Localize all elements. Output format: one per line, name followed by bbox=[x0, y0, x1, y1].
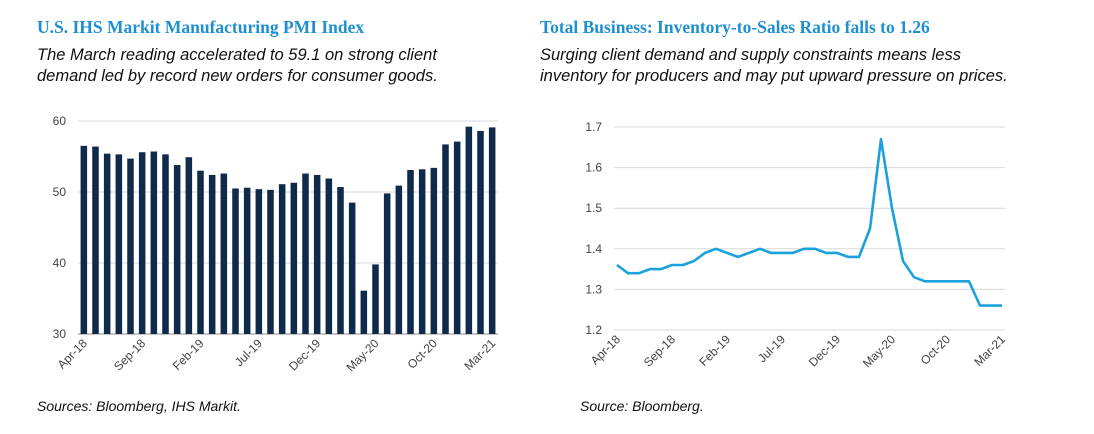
inventory-sales-chart-subtitle: Surging client demand and supply constra… bbox=[540, 45, 1008, 87]
pmi-chart-panel: U.S. IHS Markit Manufacturing PMI Index … bbox=[0, 0, 540, 434]
pmi-bar bbox=[92, 146, 99, 334]
pmi-bar bbox=[197, 170, 204, 334]
pmi-bar bbox=[220, 173, 228, 334]
pmi-bar bbox=[302, 173, 309, 334]
pmi-chart-source: Sources: Bloomberg, IHS Markit. bbox=[37, 398, 241, 414]
pmi-bar bbox=[290, 182, 298, 334]
x-tick-label: Jul-19 bbox=[755, 332, 788, 365]
y-tick-label: 50 bbox=[53, 185, 67, 199]
pmi-bar bbox=[150, 151, 158, 334]
pmi-bar bbox=[325, 178, 333, 334]
y-tick-label: 1.3 bbox=[585, 282, 602, 296]
x-tick-label: Feb-19 bbox=[696, 332, 733, 369]
y-tick-label: 1.7 bbox=[585, 120, 602, 134]
pmi-bar bbox=[407, 169, 414, 334]
inventory-subtitle-line-2: inventory for producers and may put upwa… bbox=[540, 67, 1008, 85]
pmi-bar bbox=[103, 153, 111, 334]
pmi-bar bbox=[442, 144, 449, 334]
x-tick-label: Apr-18 bbox=[55, 336, 91, 372]
pmi-bar bbox=[488, 127, 496, 334]
x-tick-label: Mar-21 bbox=[971, 332, 1008, 369]
x-tick-label: Mar-21 bbox=[462, 336, 499, 373]
pmi-bar bbox=[453, 141, 461, 334]
pmi-bar bbox=[383, 193, 391, 334]
pmi-subtitle-line-2: demand led by record new orders for cons… bbox=[37, 67, 438, 85]
pmi-chart-subtitle: The March reading accelerated to 59.1 on… bbox=[37, 45, 438, 87]
pmi-bar bbox=[430, 167, 438, 334]
pmi-bar bbox=[243, 187, 251, 334]
x-tick-label: Sep-18 bbox=[111, 336, 148, 373]
pmi-chart-title: U.S. IHS Markit Manufacturing PMI Index bbox=[37, 17, 365, 37]
y-tick-label: 1.5 bbox=[585, 201, 602, 215]
y-tick-label: 1.4 bbox=[585, 242, 602, 256]
pmi-bar bbox=[477, 130, 484, 334]
pmi-bar bbox=[360, 290, 368, 334]
pmi-bar bbox=[348, 202, 356, 334]
inventory-sales-line-chart: 1.2 1.3 1.4 1.5 1.6 1.7 Apr-18 Sep-18 Feb-19 Jul-… bbox=[585, 120, 1008, 370]
pmi-bar bbox=[337, 187, 344, 334]
pmi-bar bbox=[418, 169, 426, 334]
x-tick-label: May-20 bbox=[860, 332, 898, 370]
pmi-bar bbox=[80, 145, 88, 334]
pmi-bar bbox=[465, 126, 473, 335]
x-tick-label: Oct-20 bbox=[918, 332, 954, 368]
pmi-bar bbox=[127, 158, 134, 334]
y-tick-label: 30 bbox=[53, 327, 67, 341]
pmi-bar bbox=[372, 264, 379, 334]
inventory-sales-ratio-line bbox=[616, 137, 1002, 307]
pmi-subtitle-line-1: The March reading accelerated to 59.1 on… bbox=[37, 46, 437, 64]
y-tick-label: 60 bbox=[53, 114, 67, 128]
inventory-sales-chart-source: Source: Bloomberg. bbox=[580, 398, 704, 414]
x-tick-label: Feb-19 bbox=[170, 336, 207, 373]
pmi-bar bbox=[395, 185, 403, 334]
y-tick-label: 1.2 bbox=[585, 323, 602, 337]
pmi-bar bbox=[313, 174, 321, 334]
pmi-bar bbox=[208, 174, 216, 334]
x-tick-label: Dec-19 bbox=[806, 332, 843, 369]
x-tick-label: Jul-19 bbox=[232, 336, 265, 369]
y-tick-label: 40 bbox=[53, 256, 67, 270]
pmi-bar bbox=[162, 154, 169, 334]
x-tick-label: Dec-19 bbox=[286, 336, 323, 373]
pmi-bar bbox=[278, 184, 286, 334]
x-tick-label: Sep-18 bbox=[641, 332, 678, 369]
pmi-bar bbox=[138, 152, 146, 334]
inventory-sales-chart-panel: Total Business: Inventory-to-Sales Ratio… bbox=[538, 0, 1094, 434]
x-tick-label: Oct-20 bbox=[405, 336, 441, 372]
pmi-bar bbox=[173, 165, 181, 334]
inventory-subtitle-line-1: Surging client demand and supply constra… bbox=[540, 46, 961, 64]
pmi-bar bbox=[255, 189, 263, 334]
y-tick-label: 1.6 bbox=[585, 161, 602, 175]
inventory-sales-chart-title: Total Business: Inventory-to-Sales Ratio… bbox=[540, 17, 930, 37]
pmi-bar bbox=[185, 157, 193, 334]
x-tick-label: May-20 bbox=[343, 336, 381, 374]
x-tick-label: Apr-18 bbox=[588, 332, 624, 368]
pmi-bar bbox=[115, 154, 123, 334]
pmi-bar-chart: 30 40 50 60 Apr-18 Sep-18 Feb-19 Jul-19 Dec-19 Ma… bbox=[53, 114, 499, 374]
pmi-bar bbox=[267, 189, 274, 334]
pmi-bar bbox=[232, 188, 239, 334]
